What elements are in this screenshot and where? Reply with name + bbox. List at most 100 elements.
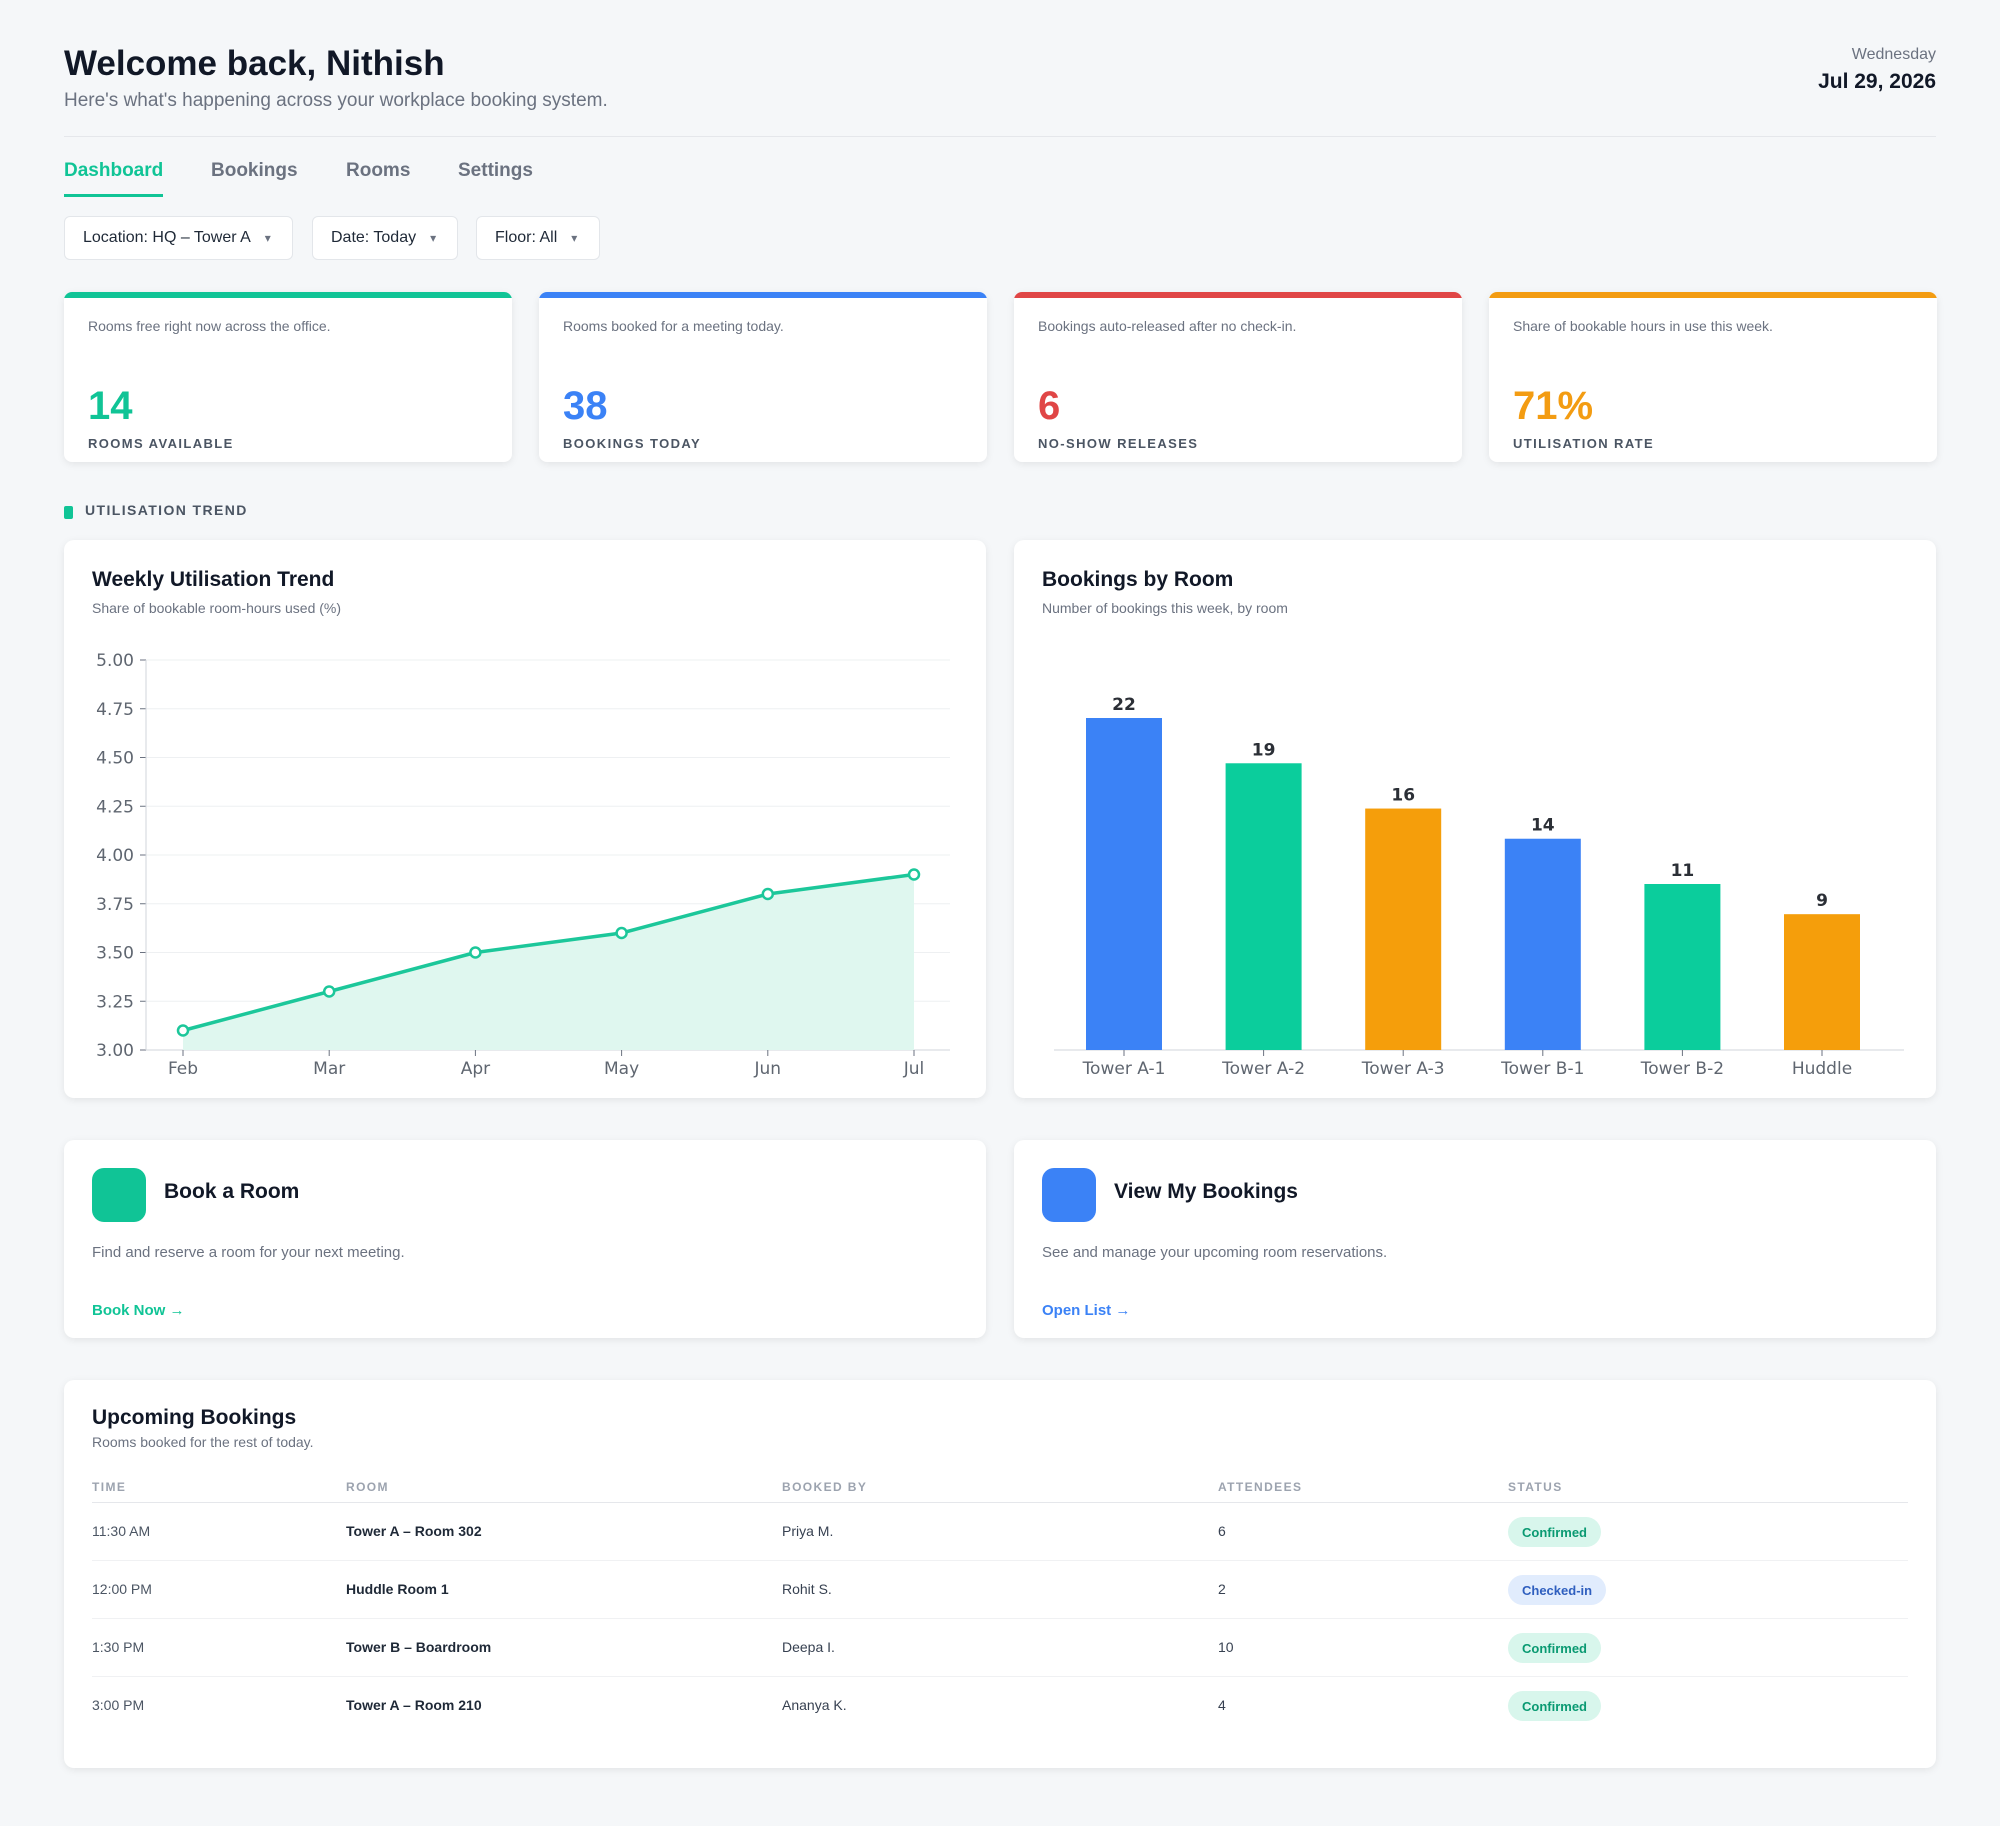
cell-room: Huddle Room 1 <box>346 1581 449 1597</box>
x-tick-label: Tower A-2 <box>1221 1059 1305 1079</box>
cell-time: 11:30 AM <box>92 1523 151 1539</box>
bar-value-label: 11 <box>1671 861 1695 881</box>
location-filter[interactable]: Location: HQ – Tower A ▾ <box>64 216 293 260</box>
tab-bookings[interactable]: Bookings <box>211 160 298 181</box>
book-now-link[interactable]: Book Now → <box>92 1302 185 1319</box>
data-point <box>469 946 482 959</box>
x-tick-label: Huddle <box>1792 1059 1852 1079</box>
date-filter-label: Date: Today <box>331 229 417 246</box>
data-point <box>322 985 336 998</box>
chevron-down-icon: ▾ <box>571 231 578 245</box>
table-row[interactable]: 1:30 PM Tower B – Boardroom Deepa I. 10 … <box>92 1619 1908 1677</box>
y-tick-label: 3.00 <box>96 1041 134 1061</box>
cell-booked-by: Priya M. <box>782 1523 834 1539</box>
bar <box>1365 808 1442 1050</box>
y-tick-label: 3.75 <box>96 895 134 915</box>
bar-value-label: 22 <box>1112 695 1136 715</box>
date-display: Wednesday Jul 29, 2026 <box>1818 46 1936 94</box>
data-point <box>615 926 628 940</box>
stat-accent-bar <box>1489 292 1937 298</box>
y-tick-label: 4.50 <box>96 749 134 769</box>
data-point <box>176 1024 190 1037</box>
x-tick-label: Feb <box>168 1059 198 1079</box>
page-header: Welcome back, Nithish Here's what's happ… <box>64 44 1936 136</box>
stat-description: Bookings auto-released after no check-in… <box>1038 318 1297 334</box>
x-tick-label: May <box>604 1059 639 1079</box>
utilisation-trend-panel: Weekly Utilisation Trend Share of bookab… <box>64 540 986 1098</box>
section-marker-icon <box>64 506 73 519</box>
status-badge: Confirmed <box>1508 1633 1601 1663</box>
column-header-booked-by: BOOKED BY <box>782 1480 868 1494</box>
x-tick-label: Tower A-1 <box>1082 1059 1166 1079</box>
book-room-icon <box>92 1168 146 1222</box>
panel-subtitle: Rooms booked for the rest of today. <box>92 1434 314 1450</box>
cell-room: Tower B – Boardroom <box>346 1639 492 1655</box>
tab-rooms[interactable]: Rooms <box>346 160 411 181</box>
bar <box>1225 763 1302 1050</box>
floor-filter[interactable]: Floor: All ▾ <box>476 216 600 260</box>
x-tick-label: Tower B-2 <box>1640 1059 1724 1079</box>
table-row[interactable]: 12:00 PM Huddle Room 1 Rohit S. 2 Checke… <box>92 1561 1908 1619</box>
column-header-time: TIME <box>92 1480 127 1494</box>
stat-value: 6 <box>1038 384 1061 428</box>
status-badge: Confirmed <box>1508 1517 1601 1547</box>
x-tick-label: Apr <box>461 1059 490 1079</box>
date-filter[interactable]: Date: Today ▾ <box>312 216 458 260</box>
cell-time: 3:00 PM <box>92 1697 145 1713</box>
bar-value-label: 19 <box>1252 740 1276 760</box>
bar <box>1644 884 1721 1050</box>
status-badge: Confirmed <box>1508 1691 1601 1721</box>
table-row[interactable]: 11:30 AM Tower A – Room 302 Priya M. 6 C… <box>92 1503 1908 1561</box>
x-tick-label: Jun <box>754 1059 782 1079</box>
cell-booked-by: Ananya K. <box>782 1697 847 1713</box>
section-label: UTILISATION TREND <box>64 500 248 519</box>
column-header-attendees: ATTENDEES <box>1218 1480 1303 1494</box>
y-tick-label: 4.75 <box>96 700 134 720</box>
weekday-label: Wednesday <box>1851 46 1936 63</box>
bar-value-label: 14 <box>1531 816 1555 836</box>
stat-description: Rooms booked for a meeting today. <box>563 318 784 334</box>
bookings-by-room-panel: Bookings by Room Number of bookings this… <box>1014 540 1936 1098</box>
stat-description: Rooms free right now across the office. <box>88 318 331 334</box>
stat-accent-bar <box>1014 292 1462 298</box>
view-bookings-icon <box>1042 1168 1096 1222</box>
stat-value: 38 <box>563 384 608 428</box>
bar-value-label: 16 <box>1391 786 1415 806</box>
stat-label: NO-SHOW RELEASES <box>1038 436 1199 451</box>
panel-subtitle: Share of bookable room-hours used (%) <box>92 600 342 616</box>
y-tick-label: 3.50 <box>96 944 134 964</box>
section-label-text: UTILISATION TREND <box>85 501 248 518</box>
cell-time: 1:30 PM <box>92 1639 145 1655</box>
action-title: Book a Room <box>164 1180 300 1203</box>
cell-attendees: 2 <box>1218 1581 1226 1597</box>
y-tick-label: 3.25 <box>96 992 134 1012</box>
table-header-divider <box>92 1502 1908 1503</box>
open-list-link[interactable]: Open List → <box>1042 1302 1131 1319</box>
page-subtitle: Here's what's happening across your work… <box>64 90 608 111</box>
tab-settings[interactable]: Settings <box>458 160 533 181</box>
floor-filter-label: Floor: All <box>495 229 558 246</box>
utilisation-line-chart: 3.00 3.25 3.50 3.75 4.00 4.25 4.50 4.75 5.00 Feb M… <box>96 651 950 1079</box>
cell-room: Tower A – Room 210 <box>346 1697 482 1713</box>
area-fill <box>183 874 914 1050</box>
page-title: Welcome back, Nithish <box>64 44 445 83</box>
x-tick-label: Mar <box>313 1059 345 1079</box>
series-line <box>182 872 915 1033</box>
cell-attendees: 10 <box>1218 1639 1234 1655</box>
bar <box>1784 914 1860 1050</box>
chevron-down-icon: ▾ <box>264 231 271 245</box>
action-title: View My Bookings <box>1114 1180 1298 1203</box>
bar-value-label: 9 <box>1816 891 1828 911</box>
row-divider <box>92 1618 1908 1619</box>
cell-booked-by: Rohit S. <box>782 1581 832 1597</box>
x-tick-label: Tower A-3 <box>1361 1059 1445 1079</box>
panel-subtitle: Number of bookings this week, by room <box>1042 600 1288 616</box>
action-description: Find and reserve a room for your next me… <box>92 1244 405 1261</box>
chevron-down-icon: ▾ <box>430 231 437 245</box>
panel-title: Upcoming Bookings <box>92 1406 297 1429</box>
cell-time: 12:00 PM <box>92 1581 152 1597</box>
column-header-status: STATUS <box>1508 1480 1563 1494</box>
table-row[interactable]: 3:00 PM Tower A – Room 210 Ananya K. 4 C… <box>92 1677 1908 1735</box>
tab-dashboard[interactable]: Dashboard <box>64 160 164 197</box>
stat-accent-bar <box>539 292 987 298</box>
